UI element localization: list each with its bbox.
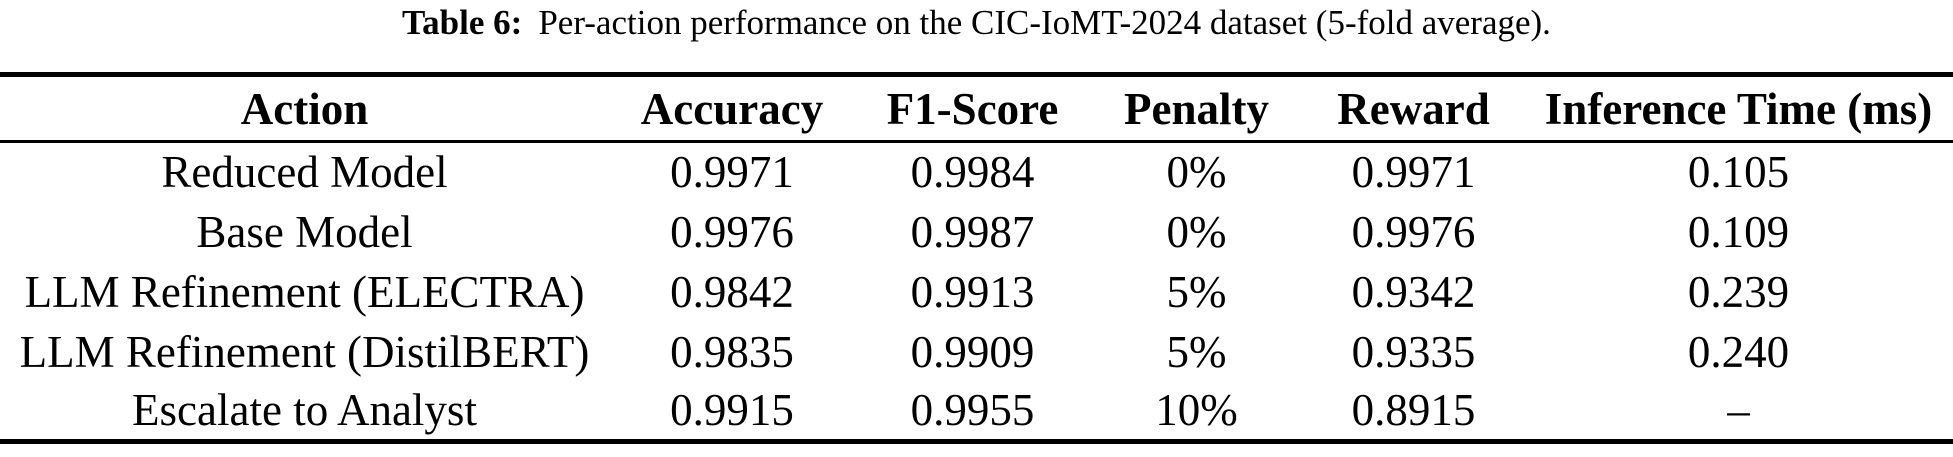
cell-f1-score: 0.9955 (910, 385, 1035, 436)
cell-penalty: 5% (1166, 266, 1227, 317)
cell-f1-score: 0.9987 (910, 206, 1035, 257)
column-header-penalty: Penalty (1090, 74, 1303, 143)
header-row: Action Accuracy F1-Score Penalty Reward … (0, 74, 1953, 143)
table-header: Action Accuracy F1-Score Penalty Reward … (0, 74, 1953, 143)
cell-accuracy: 0.9971 (670, 147, 794, 198)
table-row-escalate-analyst: Escalate to Analyst 0.9915 0.9955 10% 0.… (0, 382, 1953, 442)
cell-penalty: 5% (1166, 326, 1227, 377)
cell-penalty: 10% (1155, 385, 1238, 436)
column-header-inference-time: Inference Time (ms) (1524, 74, 1953, 143)
cell-reward: 0.8915 (1351, 385, 1476, 436)
cell-accuracy: 0.9835 (670, 326, 794, 377)
column-header-reward: Reward (1303, 74, 1524, 143)
cell-penalty: 0% (1166, 147, 1227, 198)
cell-inference-time: 0.109 (1687, 206, 1790, 257)
cell-f1-score: 0.9913 (910, 266, 1035, 317)
cell-reward: 0.9342 (1351, 266, 1476, 317)
cell-accuracy: 0.9976 (670, 206, 794, 257)
cell-accuracy: 0.9915 (670, 385, 794, 436)
table-row-base-model: Base Model 0.9976 0.9987 0% 0.9976 0.109 (0, 202, 1953, 262)
column-header-action: Action (0, 74, 609, 143)
cell-action: Reduced Model (161, 147, 448, 198)
cell-reward: 0.9335 (1351, 326, 1476, 377)
cell-accuracy: 0.9842 (670, 266, 794, 317)
cell-reward: 0.9976 (1351, 206, 1476, 257)
cell-penalty: 0% (1166, 206, 1227, 257)
table-caption: Table 6: Per-action performance on the CI… (0, 0, 1953, 46)
table-row-reduced-model: Reduced Model 0.9971 0.9984 0% 0.9971 0.… (0, 142, 1953, 202)
cell-action: LLM Refinement (ELECTRA) (24, 266, 585, 317)
cell-action: LLM Refinement (DistilBERT) (19, 326, 590, 377)
cell-inference-time: 0.239 (1687, 266, 1790, 317)
cell-f1-score: 0.9909 (910, 326, 1035, 377)
caption-label: Table 6: (402, 3, 523, 42)
column-header-accuracy: Accuracy (609, 74, 855, 143)
cell-inference-time: – (1727, 385, 1750, 436)
cell-action: Escalate to Analyst (132, 385, 477, 436)
column-header-f1-score: F1-Score (855, 74, 1090, 143)
cell-action: Base Model (196, 206, 413, 257)
cell-f1-score: 0.9984 (910, 147, 1035, 198)
table-row-llm-distilbert: LLM Refinement (DistilBERT) 0.9835 0.990… (0, 322, 1953, 382)
cell-reward: 0.9971 (1351, 147, 1476, 198)
table-body: Reduced Model 0.9971 0.9984 0% 0.9971 0.… (0, 142, 1953, 442)
results-table: Action Accuracy F1-Score Penalty Reward … (0, 72, 1953, 444)
table-row-llm-electra: LLM Refinement (ELECTRA) 0.9842 0.9913 5… (0, 262, 1953, 322)
cell-inference-time: 0.240 (1687, 326, 1790, 377)
caption-text: Per-action performance on the CIC-IoMT-2… (538, 3, 1551, 42)
cell-inference-time: 0.105 (1687, 147, 1790, 198)
